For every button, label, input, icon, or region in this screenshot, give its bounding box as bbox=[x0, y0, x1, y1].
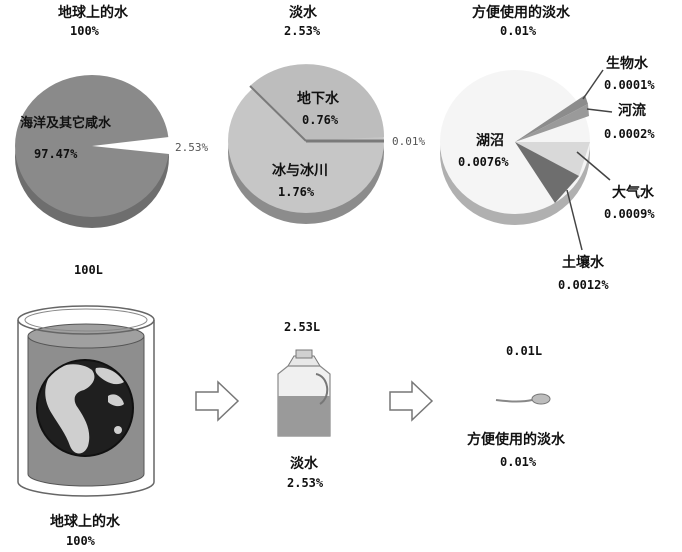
pie-earth-water bbox=[15, 75, 169, 228]
slice-label-ice: 冰与冰川 bbox=[272, 163, 328, 179]
pie-usable-water-total: 0.01% bbox=[500, 24, 537, 38]
pie-fresh-water-total: 2.53% bbox=[284, 24, 321, 38]
slice-value-ocean: 97.47% bbox=[34, 147, 78, 161]
slice-value-fresh: 2.53% bbox=[175, 141, 209, 154]
slice-value-usable: 0.01% bbox=[392, 135, 426, 148]
earth-pct: 100% bbox=[66, 534, 95, 548]
jug-volume: 2.53L bbox=[284, 320, 321, 334]
pie-usable-water bbox=[440, 69, 613, 251]
pie-usable-water-slice-bio bbox=[515, 95, 588, 142]
spoon-icon bbox=[495, 393, 551, 405]
jug-pct: 2.53% bbox=[287, 476, 324, 490]
slice-value-atmosphere: 0.0009% bbox=[604, 207, 655, 221]
leader-soil bbox=[566, 189, 583, 251]
pie-fresh-water-title: 淡水 bbox=[289, 5, 317, 21]
slice-value-ground: 0.76% bbox=[302, 113, 339, 127]
pie-earth-water-title: 地球上的水 bbox=[58, 5, 128, 21]
slice-label-bio: 生物水 bbox=[606, 56, 648, 72]
slice-label-lake: 湖沼 bbox=[476, 133, 504, 149]
slice-value-bio: 0.0001% bbox=[604, 78, 655, 92]
arrow-right-icon bbox=[389, 380, 434, 422]
pie-fresh-water-divider bbox=[249, 85, 307, 142]
slice-value-river: 0.0002% bbox=[604, 127, 655, 141]
earth-label: 地球上的水 bbox=[50, 514, 120, 530]
pie-fresh-water-slice-ground bbox=[250, 64, 385, 141]
slice-label-atmosphere: 大气水 bbox=[612, 185, 654, 201]
pie-fresh-water bbox=[228, 64, 385, 224]
arrow-right-icon bbox=[195, 380, 240, 422]
earth-volume: 100L bbox=[74, 263, 103, 277]
slice-value-soil: 0.0012% bbox=[558, 278, 609, 292]
slice-label-soil: 土壤水 bbox=[562, 255, 604, 271]
slice-value-lake: 0.0076% bbox=[458, 155, 509, 169]
pie-usable-water-slice-atmosphere bbox=[515, 142, 590, 176]
spoon-label: 方便使用的淡水 bbox=[467, 432, 565, 448]
jug-label: 淡水 bbox=[290, 456, 318, 472]
pie-earth-water-total: 100% bbox=[70, 24, 99, 38]
slice-label-ocean: 海洋及其它咸水 bbox=[20, 116, 112, 131]
leader-bio bbox=[582, 69, 604, 100]
earth-globe-icon bbox=[36, 359, 134, 457]
pie-usable-water-slice-soil bbox=[515, 142, 579, 203]
leader-river bbox=[586, 108, 613, 113]
leader-atmosphere bbox=[576, 151, 611, 181]
slice-label-ground: 地下水 bbox=[297, 91, 339, 107]
pie-earth-water-slice-fresh bbox=[92, 137, 169, 154]
spoon-volume: 0.01L bbox=[506, 344, 543, 358]
slice-value-ice: 1.76% bbox=[278, 185, 315, 199]
slice-label-river: 河流 bbox=[618, 103, 646, 119]
pie-usable-water-slice-river bbox=[515, 104, 589, 142]
spoon-pct: 0.01% bbox=[500, 455, 537, 469]
earth-water-cylinder bbox=[17, 305, 155, 497]
water-jug-icon bbox=[277, 349, 331, 437]
pie-usable-water-title: 方便使用的淡水 bbox=[472, 5, 570, 21]
